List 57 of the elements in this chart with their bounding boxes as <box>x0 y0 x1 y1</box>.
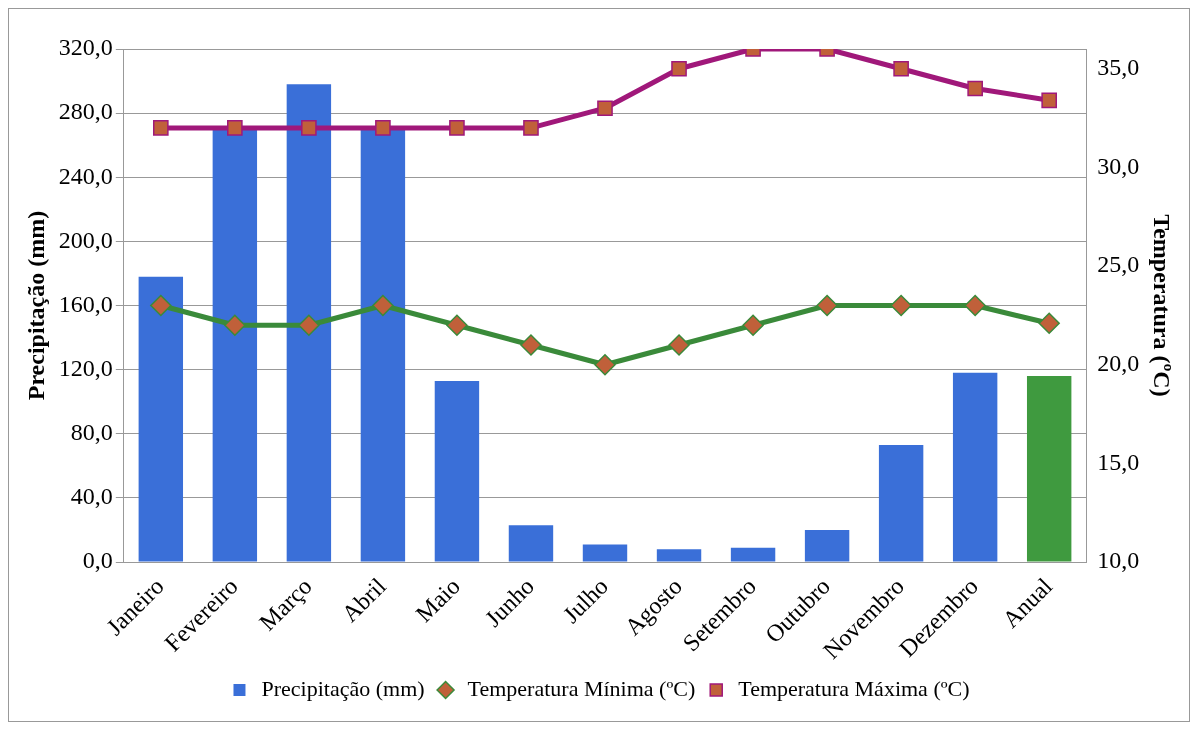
point <box>1038 312 1060 335</box>
bar <box>582 544 628 562</box>
bar <box>360 129 406 562</box>
point <box>372 294 394 317</box>
bar <box>952 372 998 562</box>
y2-tick-label: 10,0 <box>1097 547 1140 574</box>
y-tick-label: 320,0 <box>58 34 113 61</box>
bar <box>286 84 332 562</box>
point <box>964 294 986 317</box>
legend-label: Precipitação (mm) <box>261 675 425 701</box>
y-axis-title: Precipitação (mm) <box>22 210 49 401</box>
y2-tick-label: 15,0 <box>1097 448 1140 475</box>
bar <box>804 529 850 562</box>
bar <box>1026 376 1072 562</box>
point <box>227 120 243 136</box>
legend-label: Temperatura Mínima (ºC) <box>467 675 696 701</box>
point <box>446 314 468 337</box>
point <box>152 120 169 136</box>
point <box>523 120 539 136</box>
point <box>816 294 838 317</box>
point <box>520 334 542 356</box>
y2-tick-label: 25,0 <box>1097 251 1140 278</box>
point <box>449 120 465 136</box>
point <box>301 120 317 136</box>
bar <box>730 547 776 562</box>
point <box>375 120 391 136</box>
point <box>668 334 690 356</box>
bar <box>656 549 702 562</box>
y2-tick-label: 35,0 <box>1097 54 1140 81</box>
point <box>224 314 246 337</box>
bar <box>434 380 480 562</box>
y-tick-label: 160,0 <box>58 290 113 317</box>
bar <box>212 129 258 562</box>
y-tick-label: 40,0 <box>70 483 113 510</box>
y-tick-label: 280,0 <box>58 98 113 125</box>
y-tick-label: 80,0 <box>70 419 113 446</box>
point <box>893 60 909 77</box>
point <box>298 314 320 337</box>
point <box>967 80 983 97</box>
bar <box>508 525 554 562</box>
point <box>1041 92 1058 109</box>
bar <box>138 276 184 562</box>
y2-axis-title: Temperatura (ºC) <box>1149 214 1176 397</box>
point <box>597 100 613 117</box>
y-tick-label: 120,0 <box>58 354 113 381</box>
bar <box>878 445 924 562</box>
point <box>742 314 764 337</box>
point <box>671 60 687 77</box>
point <box>150 294 172 317</box>
legend-label: Temperatura Máxima (ºC) <box>738 675 970 701</box>
y2-tick-label: 30,0 <box>1097 152 1140 179</box>
point <box>594 353 616 376</box>
y-tick-label: 200,0 <box>58 226 113 253</box>
y-tick-label: 240,0 <box>58 162 113 189</box>
y2-tick-label: 20,0 <box>1097 350 1140 377</box>
point <box>890 294 912 317</box>
y-tick-label: 0,0 <box>82 547 113 574</box>
